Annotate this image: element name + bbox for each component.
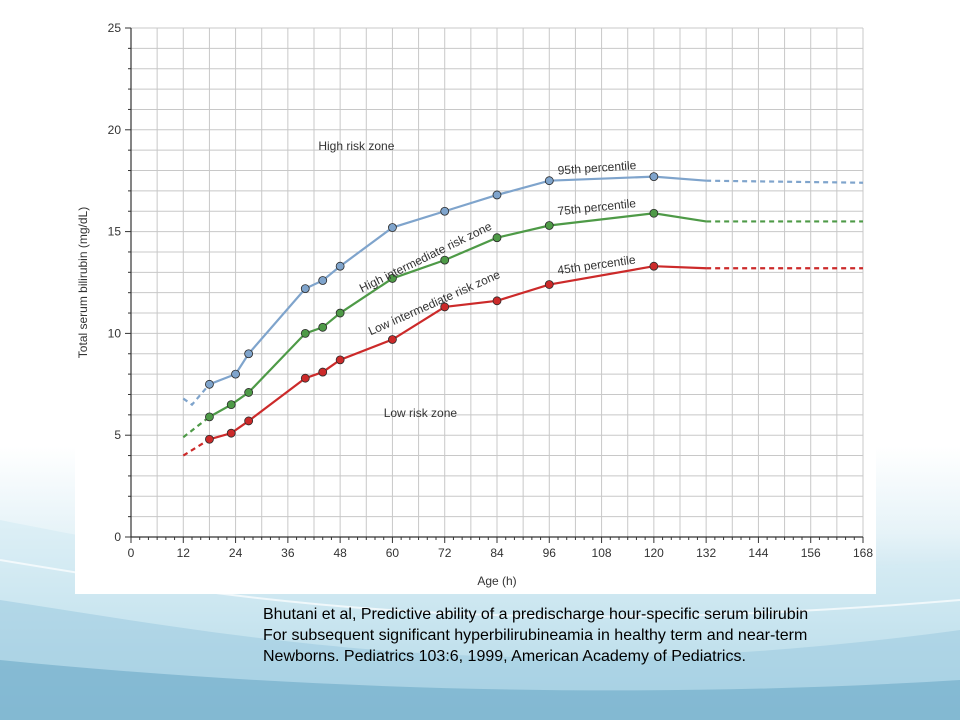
series-dashed-end-p95 xyxy=(706,179,864,184)
x-tick-label: 72 xyxy=(438,546,452,560)
data-point-p75 xyxy=(335,308,345,318)
data-point-p75 xyxy=(388,274,397,283)
data-point-p45 xyxy=(440,302,450,312)
y-tick-label: 0 xyxy=(114,530,121,544)
data-point-p95 xyxy=(300,284,310,294)
chart-annotation: Low risk zone xyxy=(384,406,458,420)
data-point-p45 xyxy=(492,296,502,306)
x-tick-label: 144 xyxy=(748,546,768,560)
data-point-p95 xyxy=(318,276,328,285)
x-tick-label: 96 xyxy=(543,546,557,560)
chart-annotation: 45th percentile xyxy=(556,252,636,277)
data-point-p75 xyxy=(244,388,254,397)
data-point-p45 xyxy=(335,355,345,365)
data-point-p45 xyxy=(388,335,397,344)
x-tick-label: 84 xyxy=(490,546,504,560)
x-tick-label: 156 xyxy=(801,546,821,560)
data-point-p95 xyxy=(492,190,502,200)
data-point-p45 xyxy=(318,367,328,377)
series-dashed-start-p45 xyxy=(182,438,211,457)
x-axis-title: Age (h) xyxy=(477,574,516,588)
data-point-p95 xyxy=(544,176,554,186)
data-point-p45 xyxy=(300,373,310,383)
citation-line-1: Bhutani et al, Predictive ability of a p… xyxy=(263,606,809,623)
data-point-p95 xyxy=(205,379,214,389)
y-tick-label: 15 xyxy=(108,225,122,239)
x-tick-label: 120 xyxy=(644,546,664,560)
bilirubin-nomogram-chart: 0 12 24 36 48 60 72 84 96 108 120 132 144 156 168 0 5 10 1… xyxy=(76,21,873,588)
data-point-p95 xyxy=(649,172,659,182)
data-point-p45 xyxy=(205,434,214,444)
data-point-p75 xyxy=(300,328,310,338)
x-tick-label: 60 xyxy=(386,546,400,560)
data-point-p95 xyxy=(335,261,345,271)
data-point-p45 xyxy=(649,261,659,271)
data-point-p75 xyxy=(544,221,554,230)
data-point-p95 xyxy=(244,349,254,359)
data-point-p95 xyxy=(440,206,450,216)
citation-line-3: Newborns. Pediatrics 103:6, 1999, Americ… xyxy=(263,648,746,665)
y-tick-label: 5 xyxy=(114,428,121,442)
x-tick-label: 12 xyxy=(177,546,191,560)
data-point-p45 xyxy=(544,280,554,289)
series-dashed-start-p95 xyxy=(182,383,211,407)
chart-annotation: 75th percentile xyxy=(557,196,637,218)
data-point-p75 xyxy=(492,233,502,243)
x-tick-label: 0 xyxy=(128,546,135,560)
data-point-p95 xyxy=(388,223,397,232)
y-tick-label: 20 xyxy=(108,123,122,137)
citation-line-2: For subsequent significant hyperbilirubi… xyxy=(263,627,808,644)
x-tick-label: 24 xyxy=(229,546,243,560)
x-tick-label: 36 xyxy=(281,546,295,560)
data-point-p75 xyxy=(205,412,214,422)
y-tick-label: 25 xyxy=(108,21,122,35)
y-axis-title: Total serum bilirubin (mg/dL) xyxy=(76,207,90,358)
series-dashed-start-p75 xyxy=(182,416,211,439)
data-point-p75 xyxy=(226,400,236,410)
x-tick-label: 132 xyxy=(696,546,716,560)
y-tick-label: 10 xyxy=(108,326,122,340)
x-tick-label: 48 xyxy=(333,546,347,560)
x-tick-label: 108 xyxy=(592,546,612,560)
data-point-p75 xyxy=(318,322,328,332)
data-point-p75 xyxy=(649,208,659,218)
data-point-p75 xyxy=(440,255,450,265)
x-tick-label: 168 xyxy=(853,546,873,560)
data-point-p45 xyxy=(244,416,254,426)
chart-annotation: 95th percentile xyxy=(557,158,637,177)
chart-panel: 0 12 24 36 48 60 72 84 96 108 120 132 144 156 168 0 5 10 1… xyxy=(75,14,876,594)
chart-annotation: High risk zone xyxy=(318,139,394,153)
citation-text: Bhutani et al, Predictive ability of a p… xyxy=(263,604,943,667)
data-point-p95 xyxy=(231,369,240,379)
data-point-p45 xyxy=(226,428,236,438)
